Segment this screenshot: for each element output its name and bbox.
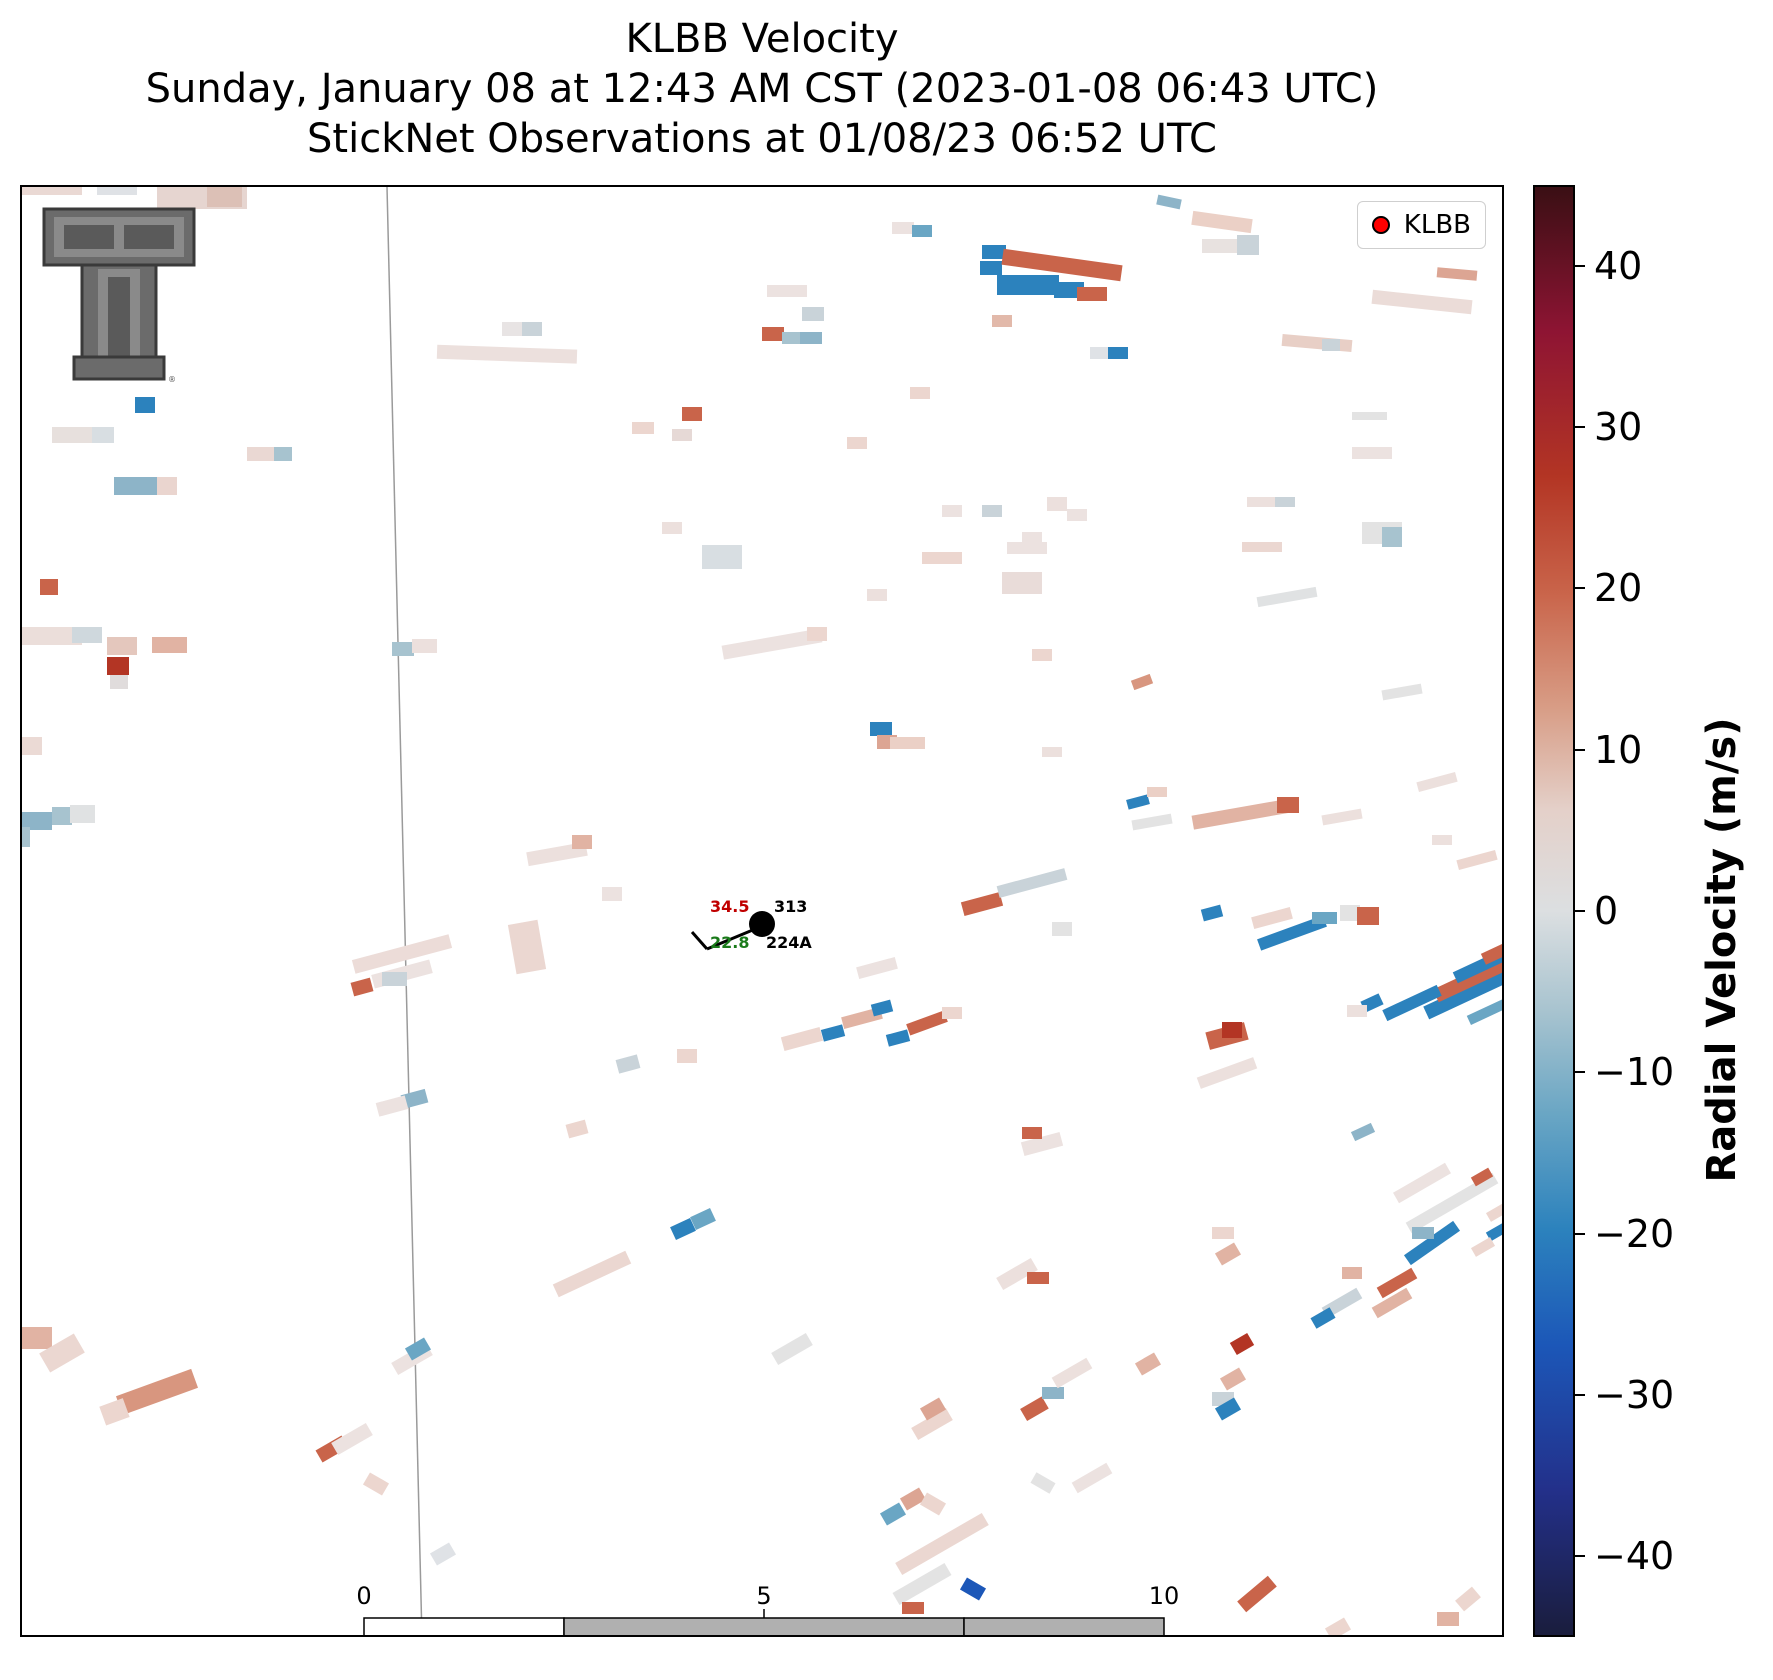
title-line-1: KLBB Velocity (625, 16, 899, 62)
colorbar-tick-label: −40 (1594, 1534, 1675, 1579)
klbb-marker-icon (1371, 216, 1390, 234)
svg-text:®: ® (168, 375, 176, 384)
scale-label-10: 10 (1148, 1582, 1180, 1610)
title-line-2: Sunday, January 08 at 12:43 AM CST (2023… (145, 66, 1379, 112)
station-id: 224A (766, 933, 812, 952)
velocity-colorbar (1533, 185, 1575, 1637)
colorbar-tick-label: −20 (1594, 1211, 1675, 1256)
colorbar-tick-label: 30 (1594, 405, 1643, 449)
station-pressure: 313 (774, 897, 808, 916)
colorbar-tick-label: 10 (1594, 727, 1643, 772)
scale-label-5: 5 (756, 1582, 772, 1610)
colorbar-tick-label: 0 (1594, 889, 1619, 933)
title-line-3: StickNet Observations at 01/08/23 06:52 … (307, 116, 1217, 162)
colorbar-tick-label: 40 (1594, 243, 1643, 288)
map-title: KLBB Velocity Sunday, January 08 at 12:4… (20, 14, 1504, 164)
velocity-gates (22, 187, 1502, 1635)
colorbar-tick (1575, 1232, 1585, 1235)
colorbar-tick (1575, 748, 1585, 751)
station-marker[interactable] (749, 911, 775, 937)
wind-barb (690, 931, 709, 950)
station-temperature: 34.5 (710, 897, 750, 916)
colorbar-tick (1575, 910, 1585, 912)
colorbar-tick (1575, 1555, 1585, 1558)
colorbar-title: Radial Velocity (m/s) (1699, 717, 1745, 1183)
colorbar-tick-label: −10 (1594, 1050, 1675, 1095)
colorbar-tick (1575, 426, 1585, 428)
scale-label-0: 0 (356, 1582, 372, 1610)
radar-velocity-layer: ® (22, 187, 1502, 1635)
texas-tech-logo: ® (42, 207, 196, 384)
station-dewpoint: 22.8 (710, 933, 750, 952)
map-legend: KLBB (1356, 201, 1486, 249)
colorbar-tick (1575, 1071, 1585, 1074)
colorbar-tick (1575, 264, 1585, 267)
colorbar-tick (1575, 1394, 1585, 1396)
county-boundary-line (386, 187, 423, 1635)
colorbar-tick (1575, 587, 1585, 590)
scale-bar (363, 1609, 1165, 1635)
legend-label: KLBB (1403, 210, 1471, 240)
station-plot (690, 911, 775, 951)
radar-map[interactable]: ® 34.5 313 22.8 224A 0 5 10 km KLBB (20, 185, 1504, 1637)
colorbar-tick-label: −30 (1594, 1373, 1675, 1417)
colorbar-tick-label: 20 (1594, 566, 1643, 611)
